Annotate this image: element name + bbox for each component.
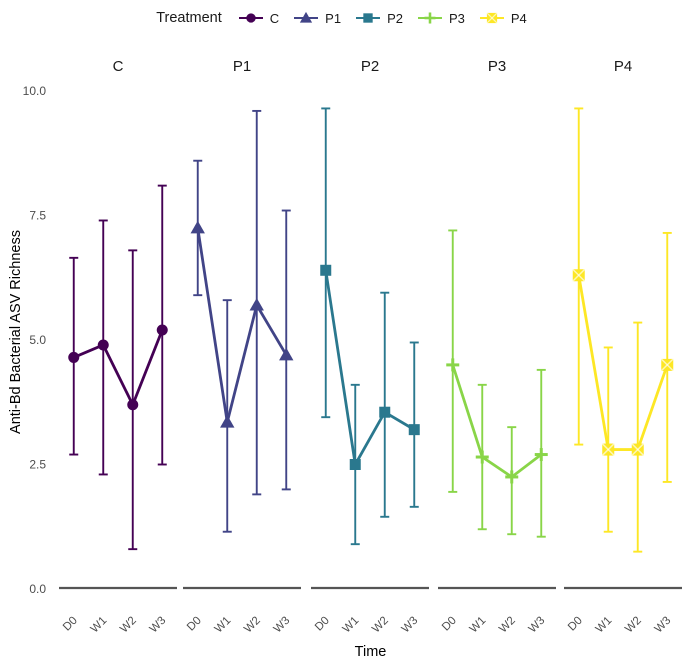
x-tick-label: W1 bbox=[89, 615, 110, 636]
square-marker-icon bbox=[349, 459, 361, 470]
square-marker-icon bbox=[320, 264, 332, 276]
y-tick-label: 10.0 bbox=[23, 84, 47, 98]
y-tick-label: 0.0 bbox=[29, 582, 46, 596]
square-cross-marker-icon bbox=[660, 358, 674, 372]
series-line bbox=[324, 270, 415, 469]
y-tick-label: 7.5 bbox=[29, 209, 46, 223]
error-bar bbox=[662, 231, 672, 483]
facet-title: P4 bbox=[614, 58, 632, 75]
error-bar bbox=[603, 346, 613, 533]
x-tick-label: D0 bbox=[440, 615, 459, 634]
x-tick-label: W1 bbox=[213, 615, 234, 636]
error-bar bbox=[633, 321, 643, 553]
circle-legend-key-icon bbox=[238, 13, 263, 23]
x-tick-label: W1 bbox=[468, 615, 489, 636]
legend-item-label: C bbox=[269, 10, 280, 26]
x-tick-label: W2 bbox=[497, 615, 518, 636]
x-tick-label: D0 bbox=[185, 615, 204, 634]
x-tick-label: W3 bbox=[653, 615, 674, 636]
x-axis-title: Time bbox=[354, 644, 387, 660]
x-tick-label: W1 bbox=[341, 615, 362, 636]
triangle-marker-icon bbox=[190, 220, 205, 234]
legend-key bbox=[356, 13, 381, 23]
plus-legend-key-icon bbox=[417, 12, 442, 24]
facet-title: P1 bbox=[233, 58, 251, 75]
x-tick-label: W2 bbox=[370, 615, 391, 636]
x-tick-label: W3 bbox=[400, 615, 421, 636]
x-tick-label: W3 bbox=[272, 615, 293, 636]
legend-key bbox=[238, 13, 263, 23]
legend: Treatment C P1 P2 P3 P4 bbox=[0, 4, 683, 32]
triangle-marker-icon bbox=[220, 414, 235, 428]
circle-marker-icon bbox=[68, 351, 80, 363]
legend-item-P3: P3 bbox=[416, 8, 465, 28]
error-bar bbox=[380, 291, 390, 518]
facet-panel-C: C D0 W1 W2 W3 bbox=[59, 58, 177, 635]
legend-key bbox=[417, 12, 442, 24]
square-marker-icon bbox=[363, 13, 373, 23]
legend-item-C: C bbox=[237, 8, 279, 28]
legend-item-P4: P4 bbox=[478, 8, 527, 28]
facet-title: C bbox=[113, 58, 124, 75]
square-marker-icon bbox=[408, 424, 420, 436]
circle-marker-icon bbox=[127, 399, 139, 411]
facet-title: P2 bbox=[361, 58, 379, 75]
square-cross-marker-icon bbox=[601, 443, 615, 457]
triangle-marker-icon bbox=[279, 347, 294, 361]
facet-panel-P2: P2 D0 W1 W2 W3 bbox=[311, 58, 429, 635]
facet-panel-P4: P4 D0 W1 W2 W3 bbox=[564, 58, 682, 635]
facet-panel-P3: P3 D0 W1 W2 W3 bbox=[438, 58, 556, 635]
error-bar bbox=[321, 107, 331, 419]
square-cross-marker-icon bbox=[572, 268, 586, 282]
series-line bbox=[73, 329, 164, 409]
circle-marker-icon bbox=[246, 13, 256, 23]
triangle-legend-key-icon bbox=[294, 11, 319, 23]
facet-title: P3 bbox=[488, 58, 506, 75]
y-tick-label: 5.0 bbox=[29, 333, 46, 347]
facet-panel-P1: P1 D0 W1 W2 W3 bbox=[183, 58, 301, 635]
legend-key bbox=[479, 12, 504, 24]
legend-item-label: P1 bbox=[325, 10, 342, 26]
series-line bbox=[451, 364, 543, 479]
series-line bbox=[577, 275, 669, 451]
circle-marker-icon bbox=[156, 324, 168, 336]
legend-item-label: P2 bbox=[387, 10, 403, 26]
square-cross-marker-icon bbox=[486, 12, 498, 24]
legend-title: Treatment bbox=[156, 10, 222, 26]
square-cross-marker-icon bbox=[631, 443, 645, 457]
legend-item-P1: P1 bbox=[292, 8, 341, 28]
square-cross-legend-key-icon bbox=[479, 12, 504, 24]
legend-item-label: P4 bbox=[510, 10, 527, 26]
x-tick-label: W3 bbox=[148, 615, 169, 636]
legend-item-label: P3 bbox=[448, 10, 465, 26]
x-tick-label: W2 bbox=[623, 615, 644, 636]
square-legend-key-icon bbox=[356, 13, 381, 23]
square-marker-icon bbox=[379, 406, 391, 418]
x-tick-label: D0 bbox=[566, 615, 585, 634]
series-line bbox=[196, 227, 288, 423]
x-tick-label: D0 bbox=[61, 615, 80, 634]
x-tick-label: W1 bbox=[594, 615, 615, 636]
x-tick-label: W3 bbox=[527, 615, 548, 636]
x-tick-label: W2 bbox=[118, 615, 139, 636]
x-tick-label: D0 bbox=[313, 615, 332, 634]
circle-marker-icon bbox=[97, 339, 109, 351]
legend-key bbox=[294, 11, 319, 23]
x-tick-label: W2 bbox=[242, 615, 263, 636]
triangle-marker-icon bbox=[300, 11, 313, 23]
y-tick-label: 2.5 bbox=[29, 458, 46, 472]
triangle-marker-icon bbox=[249, 297, 264, 311]
legend-item-P2: P2 bbox=[354, 8, 403, 28]
